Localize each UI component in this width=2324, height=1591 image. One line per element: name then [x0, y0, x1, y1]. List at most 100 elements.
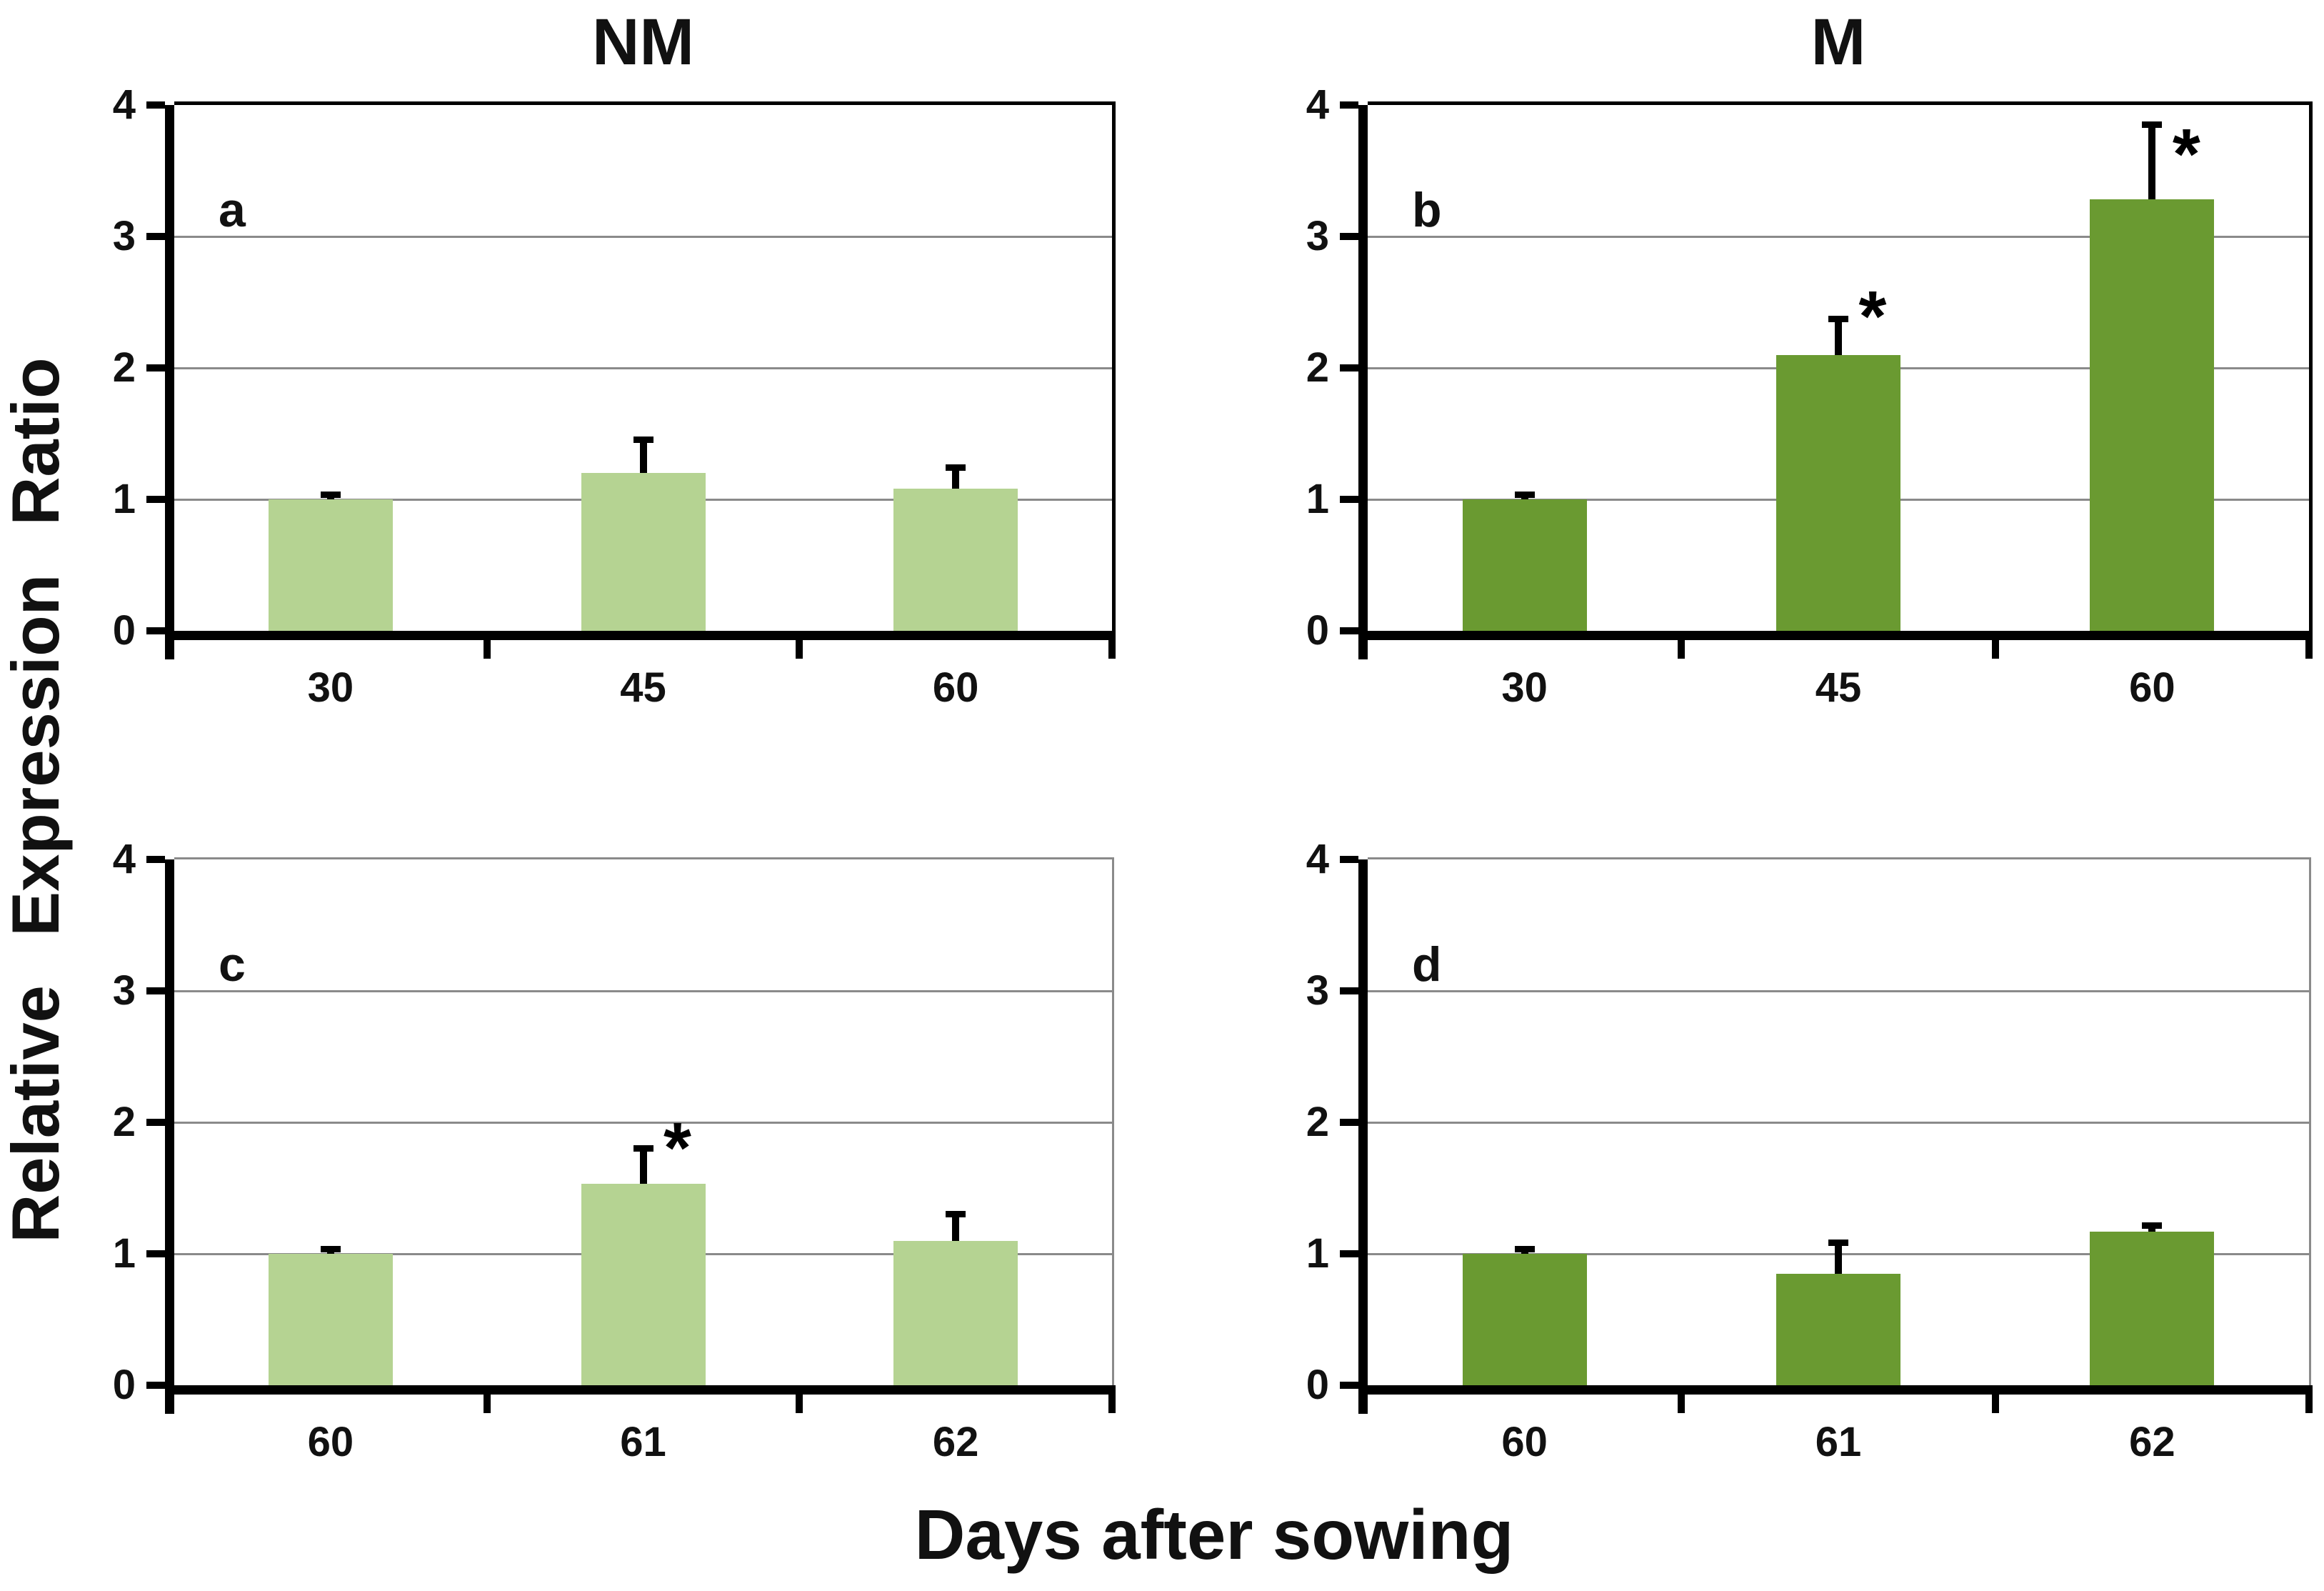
x-axis-line — [165, 631, 1116, 640]
gridline-3 — [1368, 989, 2309, 992]
y-tick-label-0: 0 — [112, 1362, 136, 1408]
y-tick-4 — [146, 101, 165, 109]
gridline-3 — [1368, 235, 2309, 238]
panel-letter-b: b — [1412, 183, 1442, 237]
y-axis-line — [165, 105, 174, 659]
bar-60 — [2090, 199, 2215, 631]
error-bar-cap — [946, 464, 966, 471]
y-tick-label-4: 4 — [1306, 81, 1329, 128]
x-tick-label-60: 60 — [1501, 1419, 1548, 1465]
gridline-3 — [174, 989, 1112, 992]
x-tick-label-62: 62 — [932, 1419, 979, 1465]
x-axis-line — [1358, 631, 2313, 640]
y-tick-2 — [146, 1119, 165, 1126]
x-tick-0 — [1678, 640, 1686, 659]
y-tick-2 — [1340, 1119, 1358, 1126]
gridline-3 — [174, 235, 1112, 238]
error-bar-cap — [2142, 121, 2163, 128]
bar-61 — [1776, 1273, 1900, 1385]
y-tick-3 — [146, 987, 165, 994]
x-tick-1 — [796, 1395, 803, 1413]
x-tick-1 — [1991, 640, 1999, 659]
column-title-m: M — [1810, 5, 1866, 79]
panel-c: c 0 1 2 3 4 60 * 61 62 — [113, 836, 1116, 1465]
y-tick-0 — [1340, 1382, 1358, 1389]
x-axis-line — [165, 1385, 1116, 1395]
significance-asterisk: * — [663, 1108, 691, 1189]
x-tick-label-62: 62 — [2129, 1419, 2175, 1465]
x-tick-0 — [483, 1395, 491, 1413]
bar-30 — [1462, 499, 1587, 631]
y-tick-1 — [1340, 1250, 1358, 1257]
y-tick-label-2: 2 — [112, 344, 136, 391]
error-bar-stem — [952, 1214, 960, 1241]
x-tick-2 — [1108, 640, 1116, 659]
y-axis-line — [1358, 859, 1368, 1414]
y-tick-label-3: 3 — [1306, 967, 1329, 1014]
y-axis-title: Relative Expression Ratio — [0, 357, 73, 1243]
y-tick-1 — [1340, 496, 1358, 503]
y-tick-label-0: 0 — [112, 607, 136, 654]
x-tick-label-60: 60 — [2129, 664, 2175, 711]
y-tick-1 — [146, 1250, 165, 1257]
y-tick-label-1: 1 — [1306, 476, 1329, 522]
error-bar-cap — [633, 437, 653, 444]
bar-60 — [268, 1254, 393, 1385]
x-tick-label-30: 30 — [1501, 664, 1548, 711]
error-bar-cap — [946, 1210, 966, 1217]
y-tick-label-4: 4 — [112, 836, 136, 882]
bar-62 — [2090, 1231, 2215, 1385]
x-tick-0 — [483, 640, 491, 659]
x-axis-line — [1358, 1385, 2313, 1395]
error-bar-stem — [1835, 1243, 1842, 1274]
y-tick-3 — [1340, 987, 1358, 994]
y-tick-3 — [1340, 233, 1358, 240]
panel-d: d 0 1 2 3 4 60 61 62 — [1306, 836, 2313, 1465]
error-bar-cap — [633, 1144, 653, 1152]
y-tick-label-2: 2 — [112, 1099, 136, 1145]
x-tick-1 — [796, 640, 803, 659]
bar-62 — [893, 1240, 1018, 1385]
y-tick-label-1: 1 — [112, 476, 136, 522]
error-bar-stem — [639, 440, 647, 474]
y-tick-4 — [1340, 856, 1358, 863]
bar-30 — [268, 499, 393, 631]
gridline-2 — [174, 366, 1112, 369]
y-tick-0 — [1340, 627, 1358, 634]
column-title-nm: NM — [591, 5, 695, 79]
y-tick-label-4: 4 — [112, 81, 136, 128]
y-tick-0 — [146, 1382, 165, 1389]
x-tick-label-61: 61 — [620, 1419, 666, 1465]
bar-45 — [581, 473, 706, 631]
x-tick-label-30: 30 — [307, 664, 354, 711]
y-tick-1 — [146, 496, 165, 503]
x-tick-label-60: 60 — [307, 1419, 354, 1465]
gridline-2 — [174, 1121, 1112, 1124]
error-bar-cap — [320, 492, 341, 499]
x-tick-1 — [1991, 1395, 1999, 1413]
bar-61 — [581, 1184, 706, 1385]
error-bar-cap — [1828, 1240, 1848, 1247]
y-tick-4 — [1340, 101, 1358, 109]
y-tick-2 — [1340, 364, 1358, 371]
y-tick-label-1: 1 — [1306, 1230, 1329, 1277]
error-bar-cap — [1514, 1246, 1535, 1253]
error-bar-stem — [2148, 124, 2156, 200]
x-tick-0 — [1678, 1395, 1686, 1413]
y-tick-label-3: 3 — [1306, 213, 1329, 259]
y-tick-label-4: 4 — [1306, 836, 1329, 882]
error-bar-cap — [1514, 492, 1535, 499]
error-bar-stem — [1835, 319, 1842, 355]
error-bar-cap — [2142, 1222, 2163, 1230]
gridline-2 — [1368, 1121, 2309, 1124]
x-tick-2 — [2305, 640, 2313, 659]
bar-60 — [1462, 1254, 1587, 1385]
y-tick-2 — [146, 364, 165, 371]
x-tick-2 — [1108, 1395, 1116, 1413]
y-tick-3 — [146, 233, 165, 240]
y-axis-line — [1358, 105, 1368, 659]
y-axis-line — [165, 859, 174, 1414]
x-tick-label-45: 45 — [620, 664, 666, 711]
panel-b: b 0 1 2 3 4 30 * 45 * 60 — [1306, 81, 2313, 711]
panel-a: a 0 1 2 3 4 30 45 60 — [113, 81, 1116, 711]
